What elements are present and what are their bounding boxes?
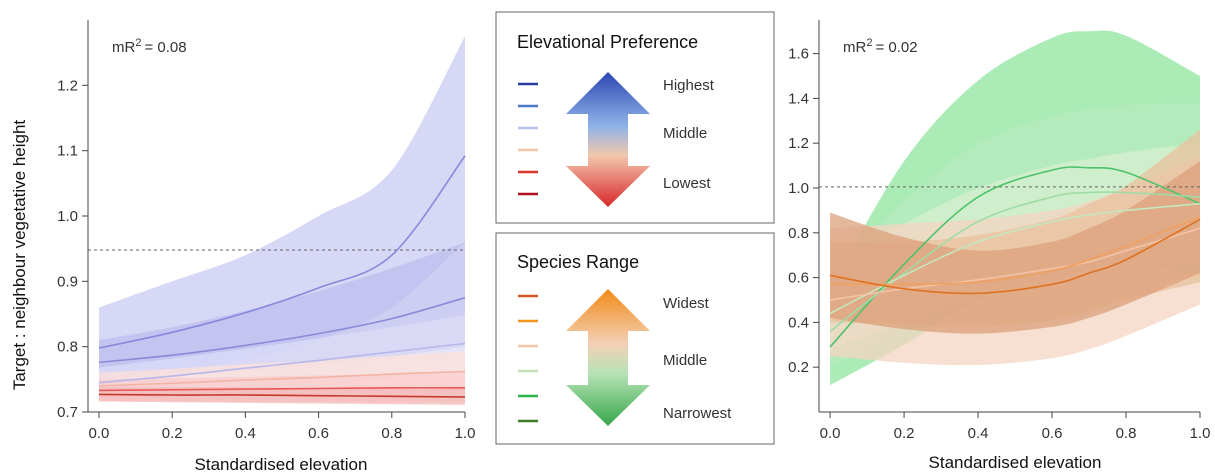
- left-y-tick-label: 0.7: [57, 404, 78, 421]
- right-y-tick-label: 1.0: [788, 180, 809, 197]
- right-x-tick-label: 0.4: [968, 425, 989, 442]
- left-lines: [98, 155, 466, 398]
- left-series-line-5: [98, 386, 466, 392]
- left-y-tick-label: 0.8: [57, 339, 78, 356]
- legend-range-label-middle: Middle: [663, 352, 707, 369]
- right-x-tick-label: 0.2: [894, 425, 915, 442]
- left-y-tick-label: 1.2: [57, 77, 78, 94]
- right-bands: [830, 30, 1200, 386]
- right-series-line-3: [829, 202, 1201, 315]
- legend-elev-label-middle: Middle: [663, 125, 707, 142]
- right-y-tick-label: 0.6: [788, 270, 809, 287]
- legend-species-range: Species Range Widest Middle Narrowest: [495, 232, 775, 445]
- legend-elev-label-lowest: Lowest: [663, 175, 711, 192]
- right-y-ticks: 0.2 0.4 0.6 0.8 1.0 1.2 1.4 1.6: [788, 46, 819, 376]
- legend-elev-label-highest: Highest: [663, 77, 715, 94]
- left-x-axis-title: Standardised elevation: [195, 455, 368, 474]
- left-series-line-3: [98, 342, 466, 384]
- right-series-line-2: [829, 191, 1201, 333]
- left-y-tick-label: 0.9: [57, 273, 78, 290]
- legend-range-swatches: [518, 294, 538, 423]
- left-panel: 0.0 0.2 0.4 0.6 0.8 1.0 0.7 0.8 0.9 1.0 1.1 1.2 mR…: [10, 20, 475, 474]
- left-y-ticks: 0.7 0.8 0.9 1.0 1.1 1.2: [57, 77, 88, 421]
- right-annotation: mR2 = 0.02: [843, 37, 918, 56]
- left-x-tick-label: 1.0: [455, 425, 476, 442]
- right-y-tick-label: 0.2: [788, 359, 809, 376]
- legend-range-arrow: [566, 289, 650, 426]
- right-x-axis-title: Standardised elevation: [929, 453, 1102, 472]
- right-y-tick-label: 1.2: [788, 135, 809, 152]
- left-x-ticks: 0.0 0.2 0.4 0.6 0.8 1.0: [89, 412, 476, 442]
- right-series-line-5: [830, 216, 1201, 286]
- right-x-tick-label: 0.0: [820, 425, 841, 442]
- right-x-tick-label: 0.6: [1042, 425, 1063, 442]
- left-x-tick-label: 0.4: [235, 425, 256, 442]
- legend-range-label-widest: Widest: [663, 295, 710, 312]
- right-x-ticks: 0.0 0.2 0.4 0.6 0.8 1.0: [820, 412, 1211, 442]
- right-y-tick-label: 0.4: [788, 314, 809, 331]
- legend-elev-box: [495, 11, 775, 224]
- left-x-tick-label: 0.6: [308, 425, 329, 442]
- legend-elev-arrow: [566, 72, 650, 207]
- right-series-line-1: [829, 166, 1201, 348]
- right-x-tick-label: 1.0: [1190, 425, 1211, 442]
- right-y-tick-label: 1.4: [788, 90, 809, 107]
- left-x-tick-label: 0.8: [381, 425, 402, 442]
- right-x-tick-label: 0.8: [1116, 425, 1137, 442]
- right-series-line-6: [829, 218, 1201, 295]
- left-series-line-2: [98, 296, 466, 364]
- legend-elev-title: Elevational Preference: [517, 32, 698, 52]
- legend-elevational-preference: Elevational Preference Highest Middle Lo…: [495, 11, 775, 224]
- left-x-tick-label: 0.2: [162, 425, 183, 442]
- right-lines: [829, 166, 1201, 348]
- left-x-tick-label: 0.0: [89, 425, 110, 442]
- left-series-line-1: [98, 155, 466, 349]
- left-series-line-4: [98, 370, 466, 387]
- right-panel: 0.0 0.2 0.4 0.6 0.8 1.0 0.2 0.4 0.6 0.8 1.0 1.2 1.4…: [788, 20, 1210, 472]
- left-y-tick-label: 1.0: [57, 208, 78, 225]
- left-series-line-6: [98, 393, 466, 398]
- legend-elev-swatches: [518, 82, 538, 196]
- legend-range-box: [495, 232, 775, 445]
- left-y-tick-label: 1.1: [57, 143, 78, 160]
- legend-range-title: Species Range: [517, 252, 639, 272]
- left-annotation: mR2 = 0.08: [112, 37, 187, 56]
- right-y-tick-label: 1.6: [788, 46, 809, 63]
- legend-range-label-narrowest: Narrowest: [663, 405, 732, 422]
- left-y-axis-title: Target : neighbour vegetative height: [10, 120, 29, 391]
- right-y-tick-label: 0.8: [788, 225, 809, 242]
